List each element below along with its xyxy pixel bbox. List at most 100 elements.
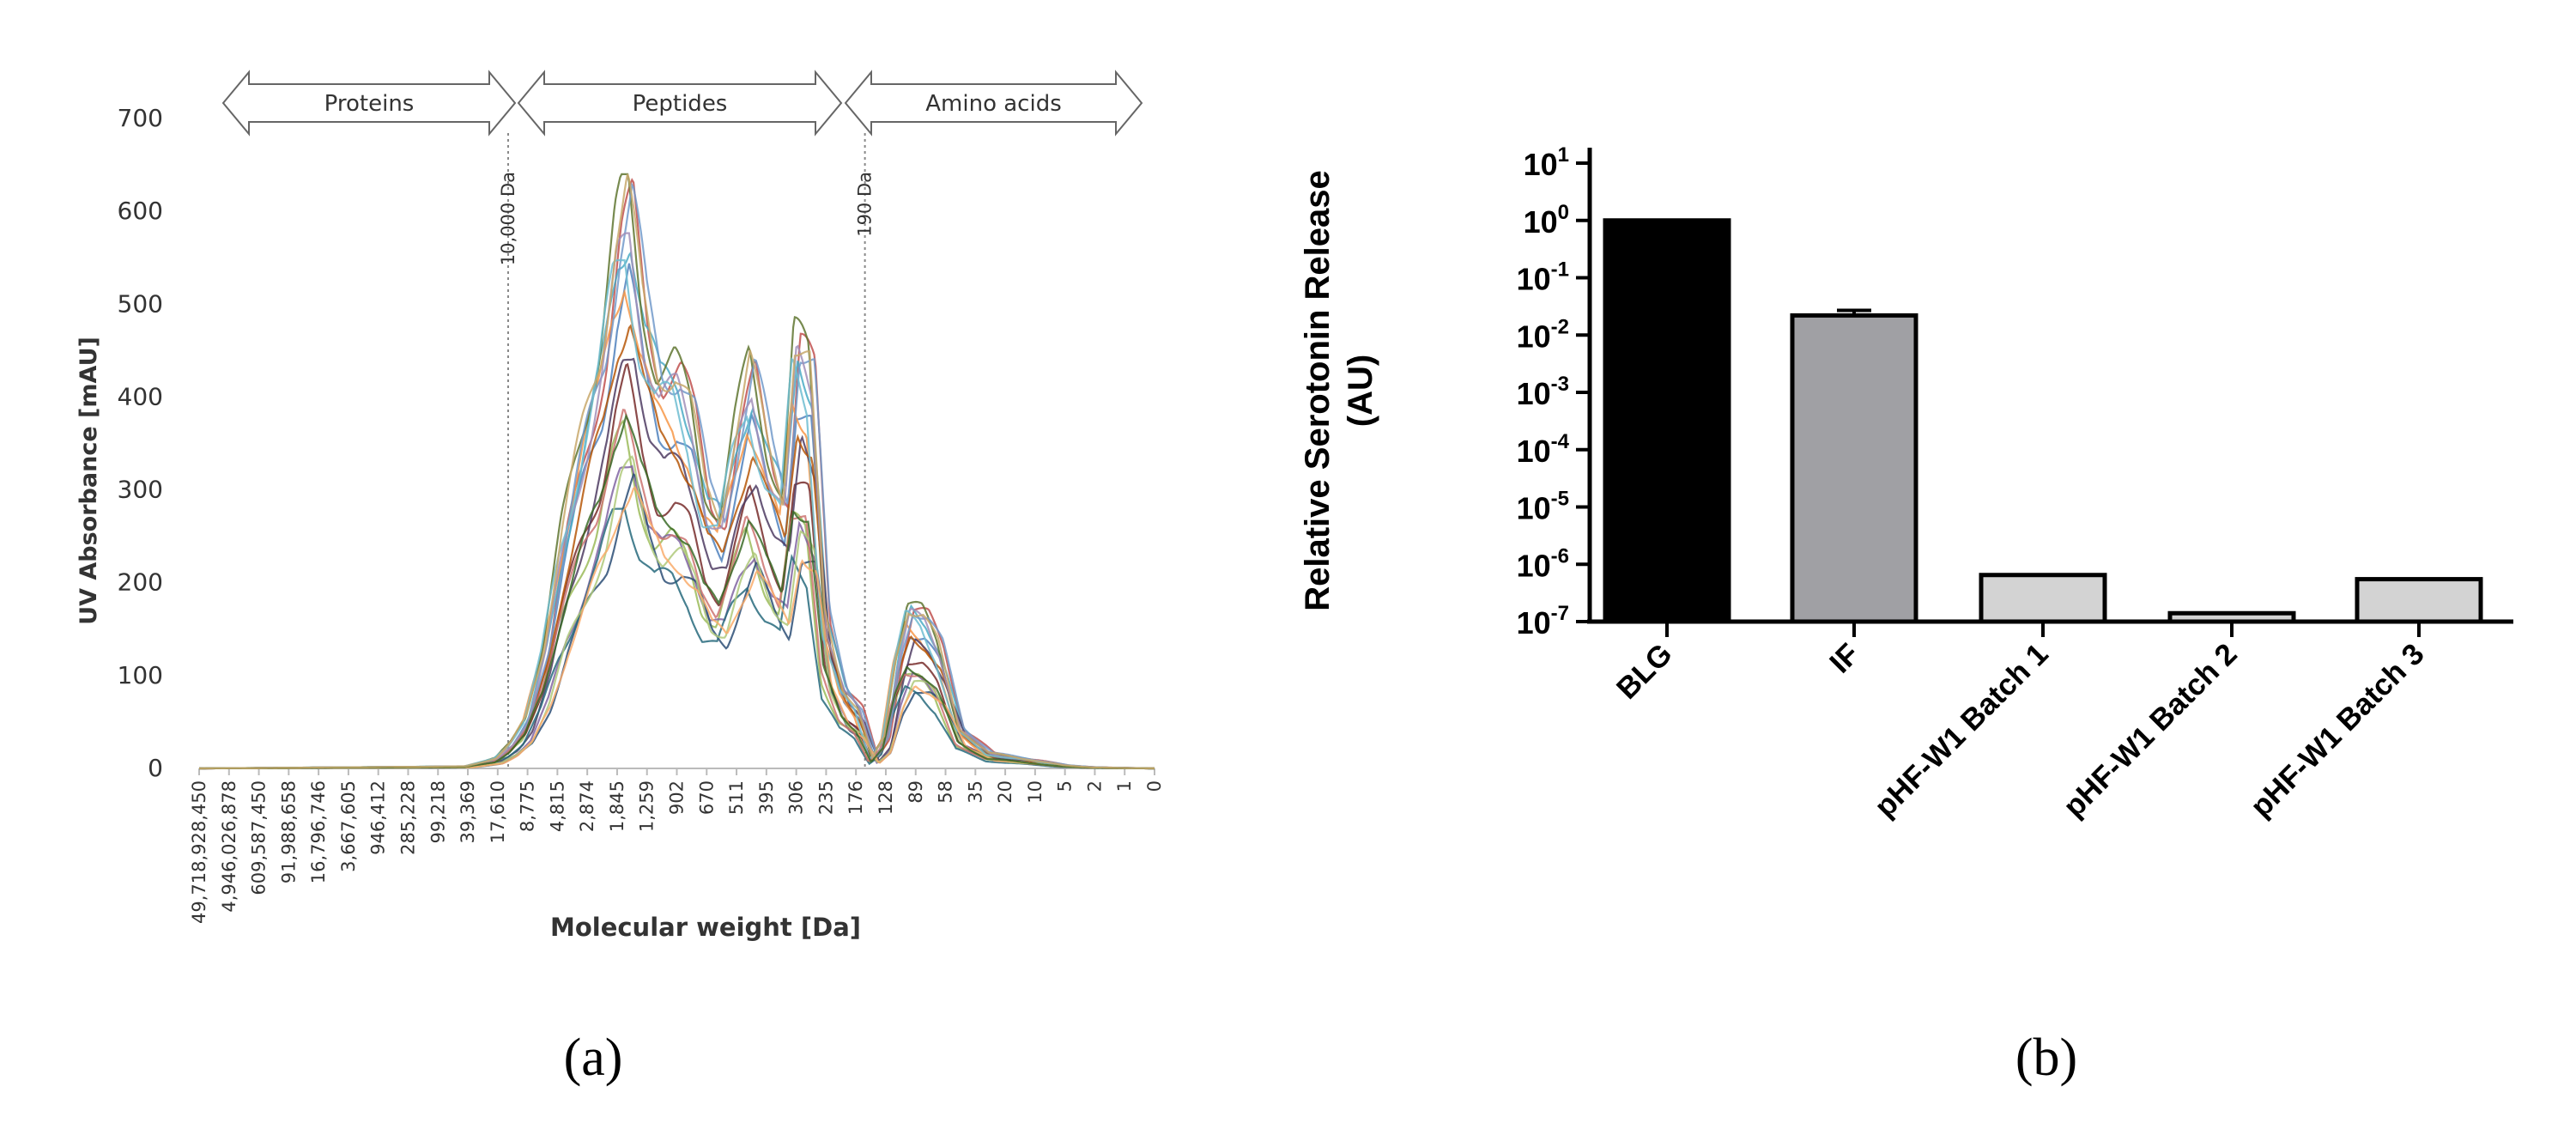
x-tick-label: 0 (1144, 780, 1165, 792)
chromatogram-line (199, 413, 1155, 770)
y-tick-label: 700 (118, 104, 163, 132)
x-tick-label: 285,228 (397, 780, 418, 855)
region-arrows: Proteins Peptides Amino acids (221, 70, 1143, 137)
x-tick-label: BLG (1610, 637, 1679, 706)
region-label: Amino acids (925, 91, 1062, 117)
x-tick-label: 89 (906, 780, 926, 804)
panel-b-bar-chart: 101 100 10-1 10-2 10-3 10-4 10-5 10-6 10-7 BLG IF… (1299, 143, 2513, 823)
x-tick-label: 1 (1114, 780, 1135, 792)
x-tick-label: pHF-W1 Batch 3 (2244, 637, 2430, 823)
region-arrow (517, 70, 843, 137)
x-tick-label: 176 (846, 780, 866, 815)
x-tick-label: 1,845 (607, 780, 627, 832)
y-tick-label: 300 (118, 476, 163, 504)
x-tick-label: 58 (936, 780, 956, 804)
y-tick-label: 10-3 (1517, 373, 1569, 411)
x-tick-label: 1,259 (637, 780, 658, 832)
chromatogram-line (199, 419, 1155, 770)
x-tick-label: 17,610 (488, 780, 508, 843)
chromatogram-line (199, 362, 1155, 770)
y-tick-label: 100 (1524, 201, 1569, 240)
x-tick-label: 49,718,928,450 (189, 780, 209, 924)
region-label: Proteins (324, 91, 415, 117)
y-axis-ticks: 0 100 200 300 400 500 600 700 (118, 104, 163, 782)
y-tick-label: 600 (118, 197, 163, 225)
x-axis-label: Molecular weight [Da] (550, 913, 861, 942)
chromatogram-line (199, 182, 1155, 770)
cutoff-label: 190 Da (855, 172, 876, 237)
x-tick-label: 511 (726, 780, 747, 815)
chromatogram-line (199, 251, 1155, 770)
bar (1790, 313, 1918, 624)
x-tick-label: 8,775 (518, 780, 538, 832)
cutoff-lines: 10,000 Da 190 Da (498, 133, 876, 768)
x-tick-label: 3,667,605 (338, 780, 359, 872)
x-tick-label: 4,815 (547, 780, 567, 832)
y-tick-label: 10-5 (1517, 488, 1569, 526)
y-tick-label: 100 (118, 661, 163, 689)
y-axis-ticks-log: 101 100 10-1 10-2 10-3 10-4 10-5 10-6 10-7 (1517, 143, 1590, 640)
x-tick-label: 99,218 (427, 780, 448, 843)
x-tick-label: 235 (815, 780, 836, 815)
region-label: Peptides (633, 91, 728, 117)
x-tick-label: pHF-W1 Batch 2 (2057, 637, 2243, 823)
panel-label-b: (b) (2015, 1029, 2077, 1087)
y-tick-label: 200 (118, 568, 163, 597)
bar (1603, 218, 1731, 624)
y-tick-label: 10-7 (1517, 602, 1569, 640)
x-tick-label: 128 (876, 780, 896, 815)
chromatogram-line (199, 178, 1155, 770)
y-tick-label: 10-2 (1517, 315, 1569, 354)
panel-label-a: (a) (564, 1029, 623, 1087)
x-tick-label: 2 (1084, 780, 1105, 792)
y-tick-label: 10-1 (1517, 258, 1569, 297)
chromatogram-line (199, 288, 1155, 770)
y-tick-label: 500 (118, 289, 163, 318)
x-tick-label: 670 (696, 780, 717, 815)
x-tick-label: 16,796,746 (308, 780, 329, 883)
chromatogram-line (199, 357, 1155, 770)
chromatogram-line (199, 173, 1155, 770)
x-axis-category-labels: BLG IF pHF-W1 Batch 1 pHF-W1 Batch 2 pHF-W1 … (1610, 622, 2431, 823)
x-tick-label: 4,946,026,878 (219, 780, 239, 913)
x-tick-label: 20 (995, 780, 1015, 804)
x-tick-label: 395 (756, 780, 777, 815)
x-tick-label: 91,988,658 (278, 780, 299, 883)
panel-a-chromatogram: Proteins Peptides Amino acids 10,000 Da 190… (76, 70, 1165, 942)
x-tick-label: 5 (1055, 780, 1076, 792)
bar (2355, 577, 2483, 624)
y-tick-label: 101 (1524, 143, 1569, 182)
x-tick-label: IF (1823, 637, 1866, 680)
x-tick-label: 39,369 (458, 780, 478, 843)
region-arrow (221, 70, 517, 137)
chromatogram-line (199, 232, 1155, 770)
y-axis-label-line-2: (AU) (1342, 355, 1379, 427)
x-tick-label: 902 (667, 780, 688, 815)
chromatogram-line (199, 258, 1155, 770)
chromatogram-series (199, 173, 1155, 770)
x-tick-label: 2,874 (577, 780, 597, 832)
y-tick-label: 10-4 (1517, 430, 1570, 469)
bar (1979, 573, 2107, 624)
y-axis-label: UV Absorbance [mAU] (76, 337, 102, 625)
chromatogram-line (199, 409, 1155, 770)
x-tick-label: 306 (786, 780, 807, 815)
x-tick-label: 10 (1025, 780, 1046, 804)
x-axis-ticks: 49,718,928,450 4,946,026,878 609,587,450 91… (189, 768, 1165, 924)
y-tick-label: 400 (118, 382, 163, 410)
chromatogram-line (199, 472, 1155, 770)
region-arrow (844, 70, 1143, 137)
chromatogram-line (199, 263, 1155, 770)
y-axis-label-line-1: Relative Serotonin Release (1299, 170, 1336, 611)
x-tick-label: pHF-W1 Batch 1 (1868, 637, 2054, 823)
cutoff-label: 10,000 Da (498, 172, 518, 265)
bars (1603, 218, 2483, 624)
chromatogram-line (199, 507, 1155, 770)
chromatogram-line (199, 464, 1155, 770)
x-tick-label: 35 (965, 780, 985, 804)
y-tick-label: 0 (148, 754, 163, 782)
x-tick-label: 609,587,450 (249, 780, 270, 895)
chromatogram-line (199, 173, 1155, 770)
x-tick-label: 946,412 (368, 780, 389, 855)
